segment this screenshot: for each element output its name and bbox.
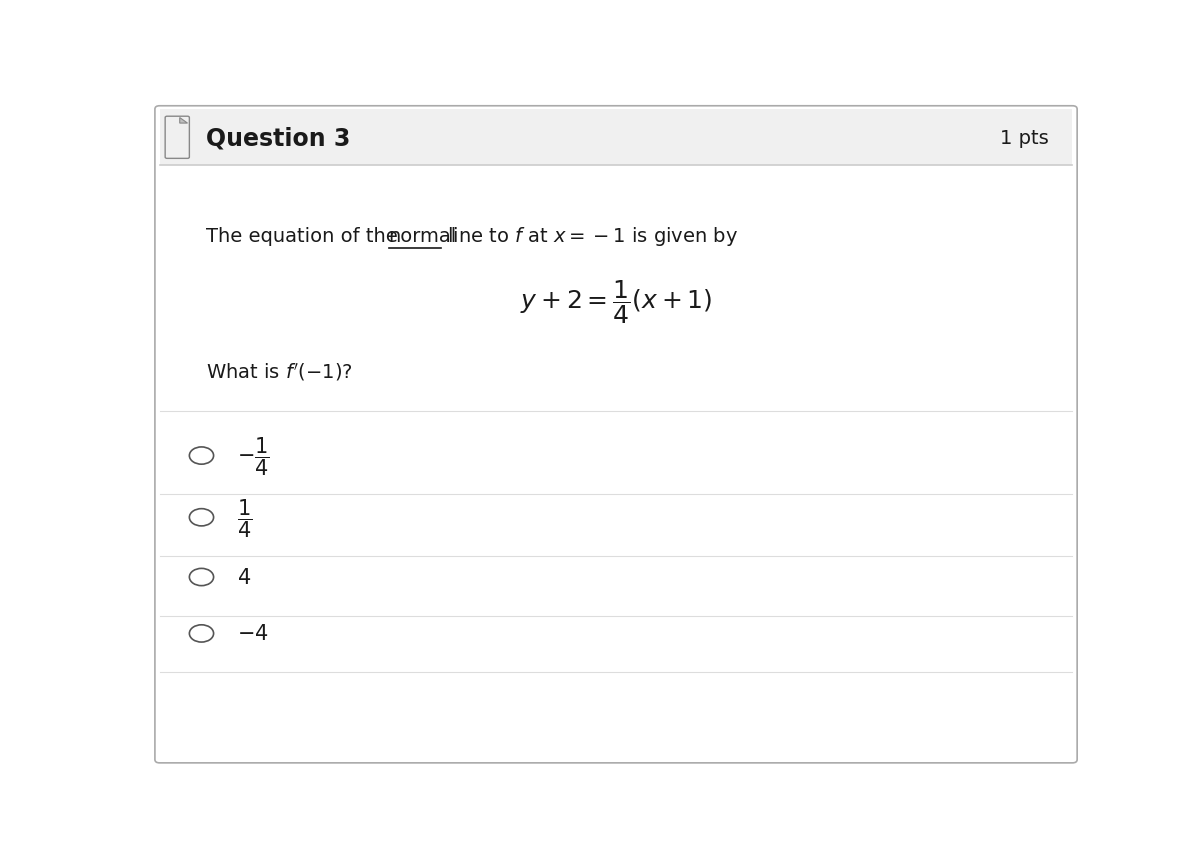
Text: $-\dfrac{1}{4}$: $-\dfrac{1}{4}$ bbox=[237, 435, 269, 477]
Text: What is $f'(-1)$?: What is $f'(-1)$? bbox=[207, 361, 353, 383]
Text: $4$: $4$ bbox=[237, 567, 251, 587]
Text: The equation of the: The equation of the bbox=[207, 226, 404, 245]
Text: normal: normal bbox=[388, 226, 457, 245]
Polygon shape bbox=[180, 119, 188, 124]
Bar bbox=[160, 110, 1072, 166]
Text: $y + 2 = \dfrac{1}{4}(x + 1)$: $y + 2 = \dfrac{1}{4}(x + 1)$ bbox=[519, 278, 713, 326]
FancyBboxPatch shape bbox=[165, 117, 190, 159]
Text: line to $f$ at $x = -1$ is given by: line to $f$ at $x = -1$ is given by bbox=[441, 225, 738, 247]
Text: $-4$: $-4$ bbox=[237, 623, 268, 644]
Text: $\dfrac{1}{4}$: $\dfrac{1}{4}$ bbox=[237, 497, 252, 539]
Text: 1 pts: 1 pts bbox=[1000, 128, 1049, 147]
FancyBboxPatch shape bbox=[155, 107, 1077, 763]
Text: Question 3: Question 3 bbox=[207, 127, 351, 150]
